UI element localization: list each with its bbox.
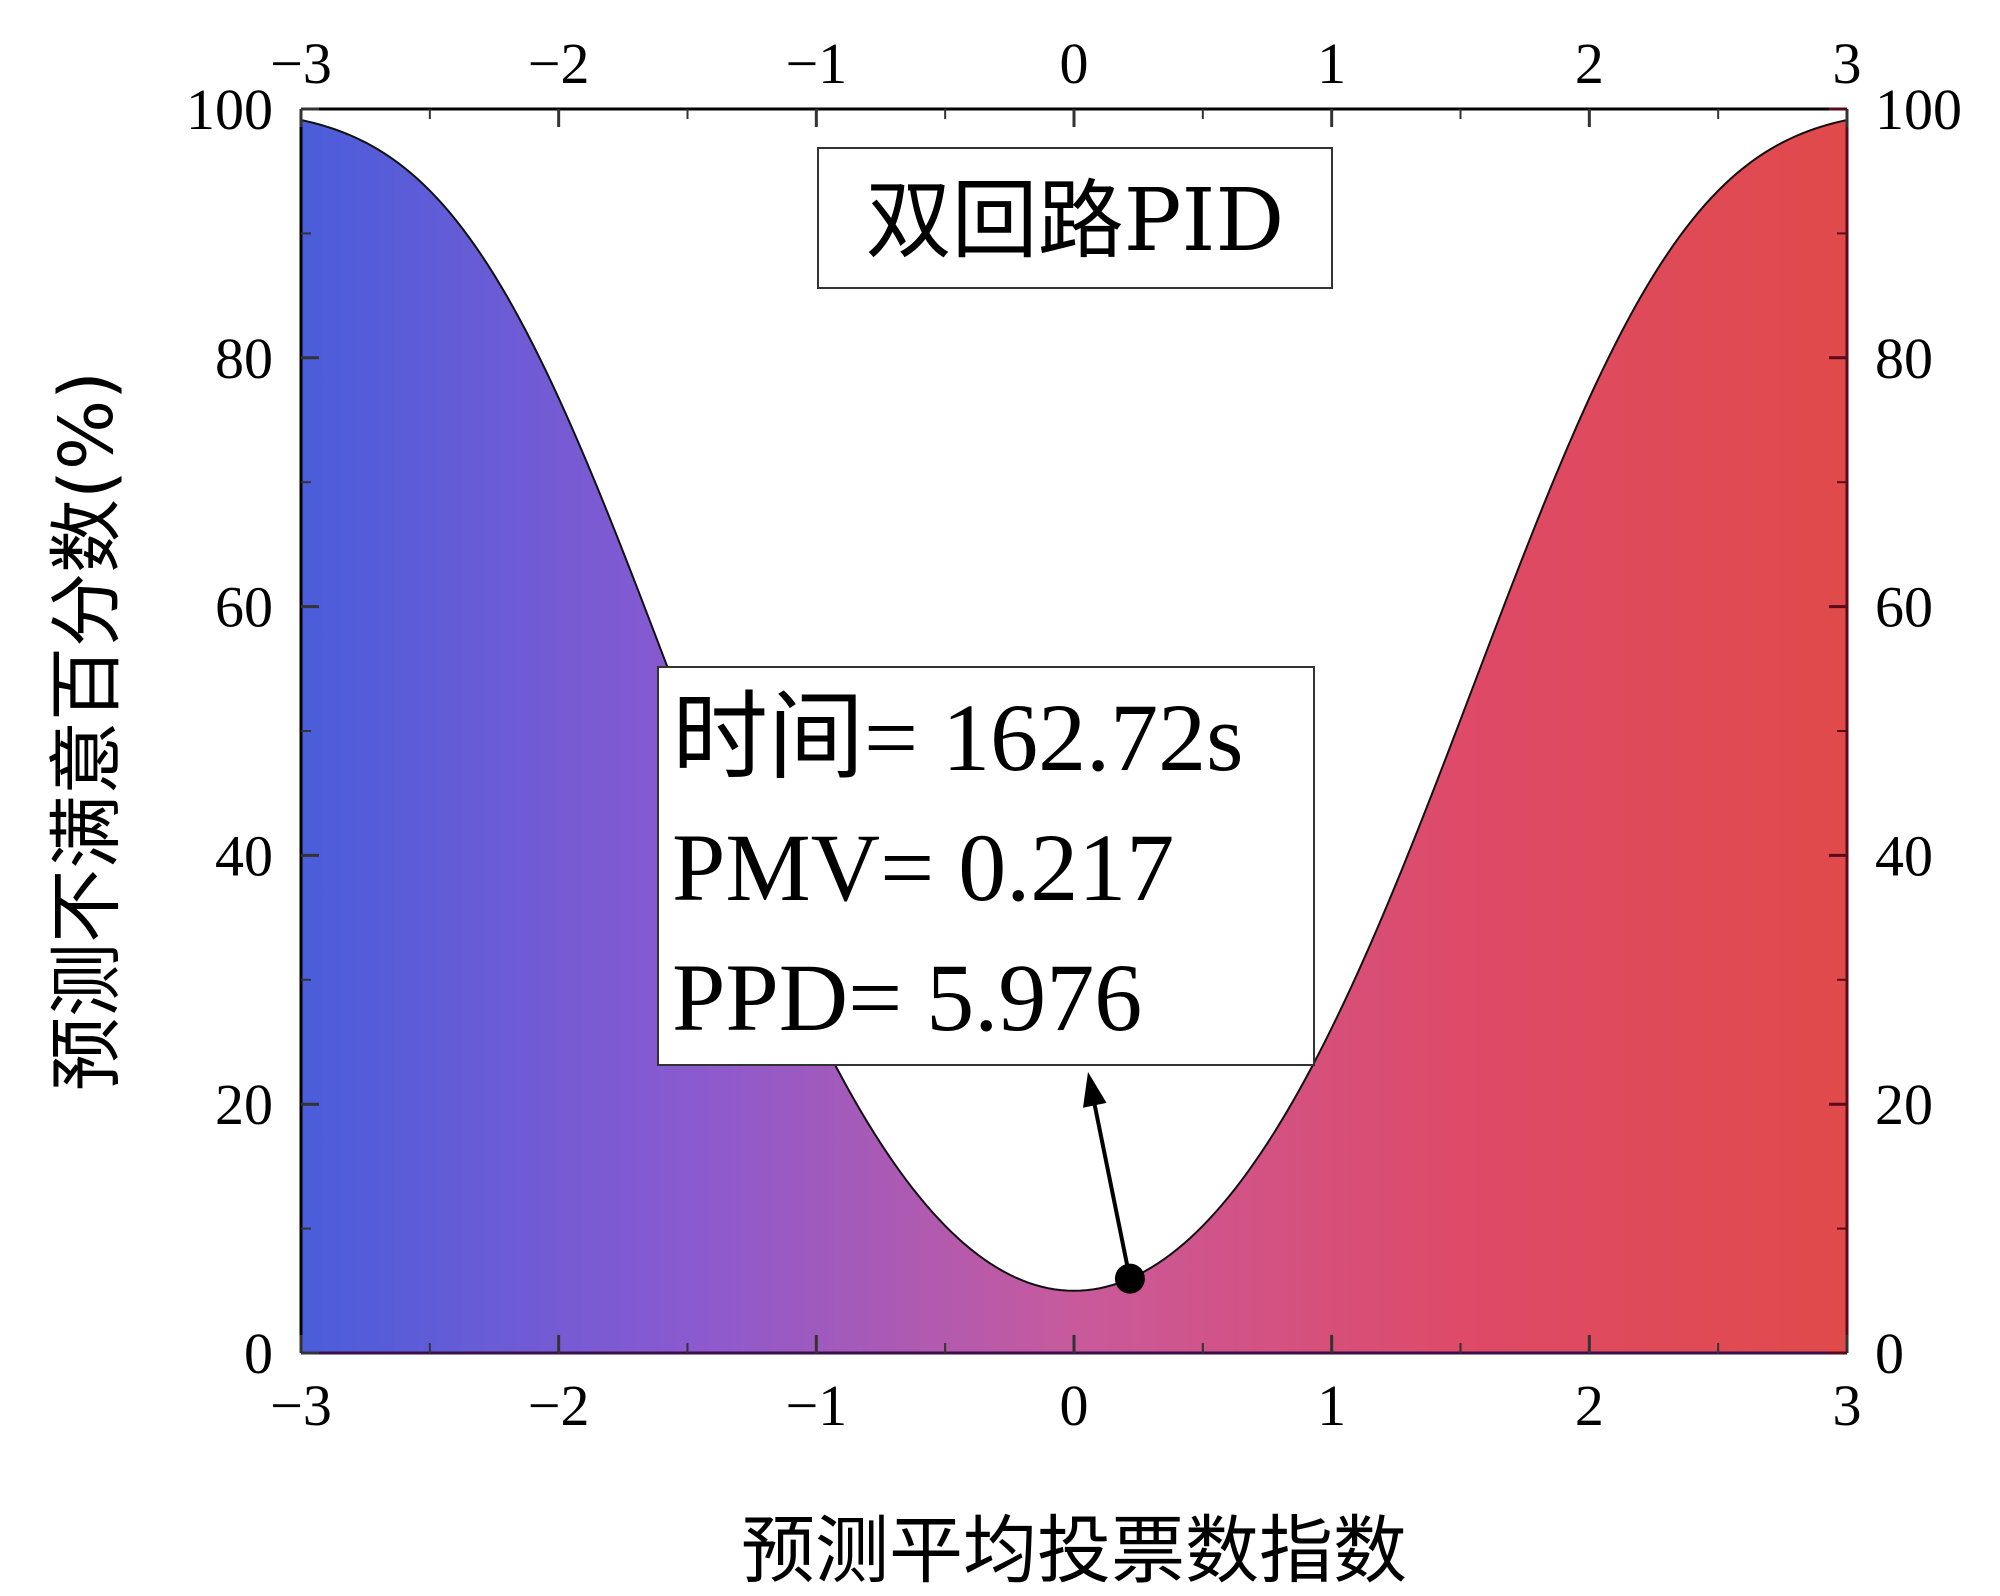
ppd-curve <box>301 119 1847 1292</box>
y-tick-label-right: 80 <box>1875 326 1933 391</box>
annotation-pmv: PMV= 0.217 <box>672 814 1174 921</box>
x-tick-label-bottom: 1 <box>1317 1373 1346 1438</box>
chart-title: 双回路PID <box>866 171 1285 271</box>
y-tick-label-left: 40 <box>215 823 273 888</box>
x-tick-label-top: 2 <box>1575 31 1604 96</box>
x-tick-label-top: −2 <box>528 31 590 96</box>
annotation-box: 时间= 162.72s PMV= 0.217 PPD= 5.976 <box>657 666 1315 1066</box>
chart-title-box: 双回路PID <box>817 147 1333 289</box>
y-tick-label-right: 0 <box>1875 1321 1904 1386</box>
y-tick-label-right: 20 <box>1875 1072 1933 1137</box>
annotation-arrow-shaft <box>1091 1097 1132 1280</box>
y-tick-label-left: 60 <box>215 575 273 640</box>
x-tick-label-bottom: −3 <box>270 1373 332 1438</box>
x-axis-label: 预测平均投票数指数 <box>741 1508 1407 1594</box>
x-tick-label-top: −1 <box>785 31 847 96</box>
x-tick-label-bottom: 0 <box>1060 1373 1089 1438</box>
y-tick-label-left: 20 <box>215 1072 273 1137</box>
x-tick-label-bottom: −2 <box>528 1373 590 1438</box>
x-tick-label-top: 1 <box>1317 31 1346 96</box>
x-tick-label-top: −3 <box>270 31 332 96</box>
x-tick-label-bottom: 3 <box>1833 1373 1862 1438</box>
x-tick-label-bottom: −1 <box>785 1373 847 1438</box>
y-tick-label-right: 100 <box>1875 77 1962 142</box>
y-tick-label-left: 0 <box>244 1321 273 1386</box>
pmv-marker-point <box>1114 1263 1145 1294</box>
y-tick-label-right: 60 <box>1875 575 1933 640</box>
annotation-ppd: PPD= 5.976 <box>672 944 1142 1051</box>
y-tick-label-left: 80 <box>215 326 273 391</box>
x-tick-label-top: 0 <box>1060 31 1089 96</box>
annotation-time: 时间= 162.72s <box>672 684 1244 791</box>
annotation-arrow-head <box>1082 1072 1107 1108</box>
y-tick-label-right: 40 <box>1875 823 1933 888</box>
x-tick-label-bottom: 2 <box>1575 1373 1604 1438</box>
y-tick-label-left: 100 <box>186 77 273 142</box>
y-axis-label: 预测不满意百分数(%) <box>44 371 130 1091</box>
x-tick-label-top: 3 <box>1833 31 1862 96</box>
